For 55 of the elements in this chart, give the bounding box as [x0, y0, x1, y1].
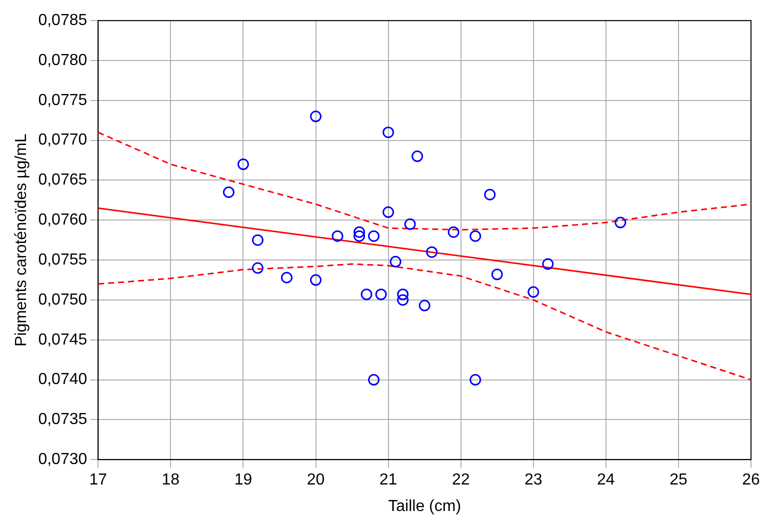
y-axis-title: Pigments caroténoïdes µg/mL [13, 134, 30, 347]
point [528, 286, 540, 298]
y-tick-label: 0,0740 [38, 371, 88, 388]
y-tick-label: 0,0735 [38, 411, 88, 428]
point [382, 126, 394, 138]
point [354, 226, 366, 238]
x-tick-label: 22 [452, 472, 470, 489]
point [237, 158, 249, 170]
point [484, 188, 496, 200]
point [252, 262, 264, 274]
y-tick-label: 0,0750 [38, 291, 88, 308]
point [418, 300, 430, 312]
point [448, 226, 460, 238]
x-axis-title: Taille (cm) [388, 498, 462, 515]
y-tick-label: 0,0775 [38, 92, 88, 109]
x-tick-label: 20 [306, 472, 325, 489]
x-tick-label: 23 [524, 472, 542, 489]
point [412, 150, 424, 162]
y-tick-label: 0,0785 [38, 12, 88, 30]
point [542, 258, 554, 270]
point [310, 110, 322, 122]
y-tick-label: 0,0755 [38, 251, 88, 268]
x-tick-label: 19 [234, 472, 252, 489]
point [470, 374, 482, 386]
y-tick-label: 0,0745 [38, 331, 88, 348]
point [368, 230, 380, 242]
point [360, 288, 372, 300]
point [354, 230, 366, 242]
x-tick-label: 18 [162, 472, 180, 489]
x-tick-label: 26 [742, 472, 760, 489]
y-tick-label: 0,0780 [38, 52, 88, 69]
x-tick-label: 25 [670, 472, 688, 489]
y-tick-label: 0,0730 [38, 451, 88, 468]
point [614, 216, 626, 228]
y-tick-label: 0,0760 [38, 212, 88, 229]
x-tick-label: 24 [597, 472, 615, 489]
point [397, 288, 409, 300]
point [382, 206, 394, 218]
point [390, 256, 402, 268]
point [368, 374, 380, 386]
point [332, 230, 344, 242]
y-tick-label: 0,0770 [38, 132, 88, 149]
point [491, 268, 503, 280]
point [404, 218, 416, 230]
x-tick-label: 21 [379, 472, 398, 489]
point [426, 246, 438, 258]
x-tick-label: 17 [89, 472, 108, 489]
point [470, 230, 482, 242]
point [375, 288, 387, 300]
point [310, 274, 322, 286]
point [222, 186, 234, 198]
y-tick-label: 0,0765 [38, 172, 88, 189]
point [280, 272, 292, 284]
point [252, 234, 264, 246]
point [397, 294, 409, 306]
